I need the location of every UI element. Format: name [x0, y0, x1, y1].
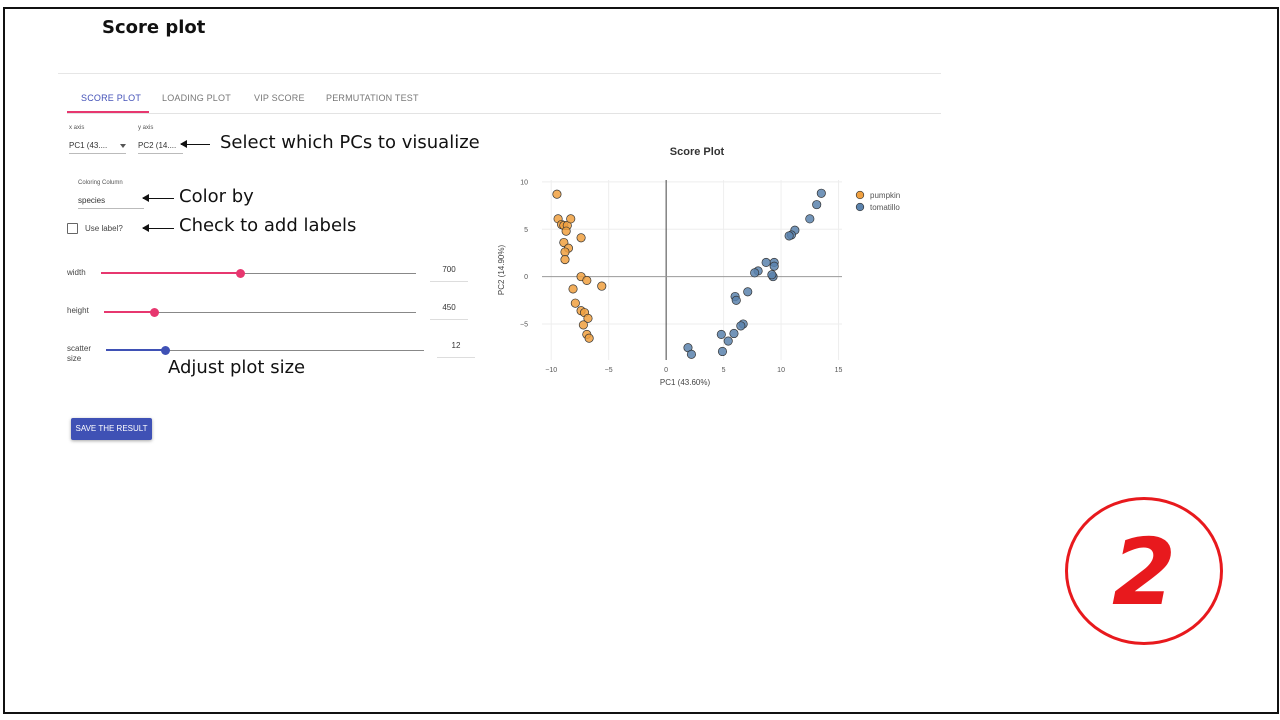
height-slider-fill [104, 311, 155, 313]
arrow-left-icon [142, 194, 174, 202]
width-value-input[interactable]: 700 [430, 264, 468, 282]
pumpkin-point [583, 313, 593, 323]
x-axis-select-label: x axis [69, 125, 85, 131]
pumpkin-point [560, 255, 570, 265]
y-axis-select[interactable]: PC2 (14.... [138, 140, 183, 154]
legend-marker-pumpkin [855, 190, 865, 200]
tomatillo-point [717, 346, 728, 357]
legend-label-pumpkin: pumpkin [870, 191, 900, 200]
height-slider-track [104, 312, 416, 313]
pumpkin-point [570, 298, 580, 308]
tomatillo-point [805, 214, 815, 224]
active-tab-indicator [67, 111, 149, 113]
width-slider-label: width [67, 268, 86, 277]
y-axis-select-value: PC2 (14.... [138, 141, 177, 150]
x-tick-label: 10 [777, 367, 785, 374]
arrow-left-icon [142, 224, 174, 232]
x-tick-label: −10 [545, 367, 557, 374]
height-slider-label: height [67, 306, 89, 315]
annotation-select-pcs: Select which PCs to visualize [220, 132, 480, 153]
tomatillo-point [686, 349, 696, 359]
chart-legend: pumpkin tomatillo [855, 190, 900, 212]
pumpkin-point [576, 233, 586, 243]
divider [58, 73, 941, 74]
arrow-left-icon [180, 140, 210, 148]
pumpkin-point [552, 189, 562, 199]
scatter-size-slider-track [106, 350, 424, 351]
pumpkin-point [566, 214, 576, 224]
pumpkin-point [561, 226, 571, 236]
pumpkin-point [578, 320, 588, 330]
chart-points [552, 188, 826, 359]
width-slider-thumb[interactable] [236, 269, 245, 278]
y-tick-label: −5 [520, 322, 528, 329]
tomatillo-point [767, 270, 777, 280]
slide-title: Score plot [102, 17, 206, 38]
coloring-column-input[interactable]: species [78, 195, 144, 209]
y-tick-label: 5 [524, 227, 528, 234]
use-label-checkbox[interactable] [67, 223, 78, 234]
tab-loading-plot[interactable]: LOADING PLOT [162, 93, 231, 103]
scatter-size-slider-fill [106, 349, 166, 351]
tomatillo-point [761, 257, 771, 267]
chart-grid [542, 180, 842, 360]
x-tick-label: 0 [664, 367, 668, 374]
scatter-size-slider-thumb[interactable] [161, 346, 170, 355]
y-axis-select-label: y axis [138, 125, 154, 131]
x-axis-select-value: PC1 (43.... [69, 141, 108, 150]
slide-frame [3, 7, 1279, 714]
chart-axes [542, 180, 842, 360]
step-number-badge: 2 [1065, 497, 1223, 645]
x-tick-label: −5 [605, 367, 613, 374]
x-tick-label: 15 [835, 367, 843, 374]
tab-score-plot[interactable]: SCORE PLOT [81, 93, 142, 103]
tomatillo-point [812, 200, 822, 210]
x-tick-label: 5 [722, 367, 726, 374]
tomatillo-point [723, 336, 733, 346]
chart-y-axis-label: PC2 (14.90%) [497, 245, 506, 296]
tomatillo-point [736, 321, 746, 331]
x-axis-select[interactable]: PC1 (43.... [69, 140, 126, 154]
tomatillo-point [816, 188, 826, 198]
width-slider-track [101, 273, 416, 274]
step-number: 2 [1111, 519, 1176, 626]
y-tick-label: 0 [524, 274, 528, 281]
height-slider-thumb[interactable] [150, 308, 159, 317]
tomatillo-point [743, 287, 753, 297]
tomatillo-point [729, 328, 739, 339]
annotation-check-labels: Check to add labels [179, 215, 357, 236]
annotation-color-by: Color by [179, 186, 254, 207]
score-plot-chart: Score Plot −10 −5 0 5 10 15 10 5 0 −5 PC1 (43.60%… [497, 146, 900, 387]
scatter-size-value-input[interactable]: 12 [437, 340, 475, 358]
coloring-column-label: Coloring Column [78, 180, 123, 186]
tab-bar: SCORE PLOT LOADING PLOT VIP SCORE PERMUT… [67, 86, 941, 114]
tomatillo-point [784, 231, 794, 241]
tomatillo-point [731, 295, 741, 305]
chart-title: Score Plot [670, 146, 725, 158]
save-result-button[interactable]: SAVE THE RESULT [71, 418, 152, 440]
pumpkin-point [568, 284, 578, 294]
width-slider-fill [101, 272, 241, 274]
legend-label-tomatillo: tomatillo [870, 203, 900, 212]
use-label-text: Use label? [85, 224, 123, 233]
chevron-down-icon [120, 144, 126, 148]
tab-vip-score[interactable]: VIP SCORE [254, 93, 305, 103]
y-tick-label: 10 [520, 179, 528, 186]
height-value-input[interactable]: 450 [430, 302, 468, 320]
tomatillo-point [750, 268, 760, 278]
scatter-size-slider-label: scatter size [67, 344, 92, 363]
pumpkin-point [582, 275, 592, 285]
tomatillo-point [716, 329, 726, 339]
chart-x-axis-label: PC1 (43.60%) [660, 378, 711, 387]
chart-tick-labels: −10 −5 0 5 10 15 10 5 0 −5 [520, 179, 843, 374]
pumpkin-point [584, 333, 594, 343]
pumpkin-point [560, 247, 570, 257]
pumpkin-point [597, 281, 607, 291]
annotation-adjust-size: Adjust plot size [168, 357, 306, 378]
tomatillo-point [769, 261, 779, 271]
legend-marker-tomatillo [855, 202, 865, 212]
tab-permutation-test[interactable]: PERMUTATION TEST [326, 93, 419, 103]
